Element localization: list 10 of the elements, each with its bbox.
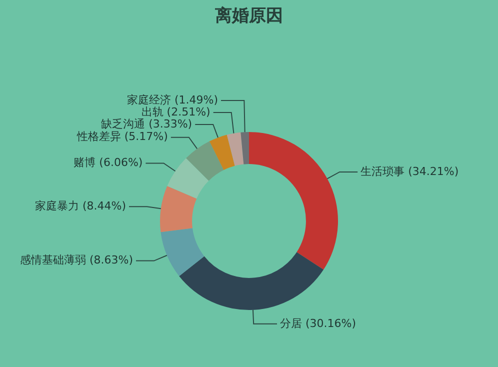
slice-label: 赌博 (6.06%) bbox=[74, 156, 143, 170]
chart-title: 离婚原因 bbox=[214, 5, 284, 27]
slice-label: 家庭经济 (1.49%) bbox=[126, 93, 218, 106]
slice-label: 性格差异 (5.17%) bbox=[76, 130, 168, 144]
slice-label: 缺乏沟通 (3.33%) bbox=[101, 117, 192, 130]
slice-label: 生活琐事 (34.21%) bbox=[360, 164, 459, 178]
slice-label: 出轨 (2.51%) bbox=[141, 105, 210, 118]
slice-label: 家庭暴力 (8.44%) bbox=[34, 200, 126, 213]
slice-label: 感情基础薄弱 (8.63%) bbox=[20, 254, 133, 267]
slice-label: 分居 (30.16%) bbox=[280, 316, 356, 330]
